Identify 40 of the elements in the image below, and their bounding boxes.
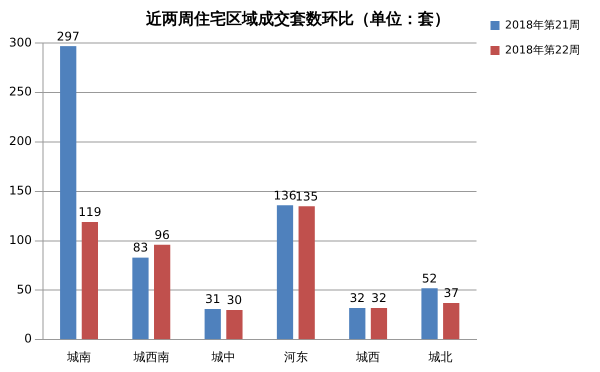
y-tick-label: 50 xyxy=(16,282,32,296)
y-tick-label: 300 xyxy=(9,35,32,50)
data-label: 136 xyxy=(274,188,296,202)
bar xyxy=(370,308,388,340)
y-tick-label: 0 xyxy=(24,332,32,346)
y-tick-label: 150 xyxy=(9,184,32,198)
legend-label: 2018年第21周 xyxy=(505,18,580,32)
bar xyxy=(349,308,366,340)
bar xyxy=(132,258,149,340)
bar xyxy=(204,308,221,340)
bar xyxy=(276,205,294,340)
data-label: 37 xyxy=(444,286,459,300)
data-label: 32 xyxy=(350,291,365,306)
x-tick-label: 城西南 xyxy=(132,350,170,364)
bar xyxy=(154,244,170,340)
legend-label: 2018年第22周 xyxy=(505,43,580,56)
x-tick-label: 城西 xyxy=(355,350,380,364)
data-label: 31 xyxy=(205,292,220,306)
data-label: 96 xyxy=(154,228,170,242)
data-label: 32 xyxy=(371,291,387,306)
bar xyxy=(443,303,460,340)
y-tick-label: 200 xyxy=(9,134,32,148)
data-label: 119 xyxy=(78,205,102,220)
data-label: 135 xyxy=(295,189,318,204)
bar xyxy=(421,288,438,340)
data-label: 83 xyxy=(132,240,148,255)
x-tick-label: 河东 xyxy=(284,350,308,364)
bar xyxy=(226,310,243,340)
bar xyxy=(60,46,76,340)
data-label: 297 xyxy=(56,29,80,44)
chart-title: 近两周住宅区域成交套数环比（单位：套） xyxy=(145,8,450,28)
x-tick-label: 城中 xyxy=(210,350,236,364)
y-tick-label: 100 xyxy=(9,232,32,247)
x-tick-label: 城南 xyxy=(66,350,92,364)
x-tick-label: 城北 xyxy=(427,350,452,364)
data-label: 52 xyxy=(422,271,438,286)
bar xyxy=(298,206,315,340)
y-tick-label: 250 xyxy=(9,84,32,99)
bar xyxy=(82,222,98,340)
data-label: 30 xyxy=(226,293,242,308)
